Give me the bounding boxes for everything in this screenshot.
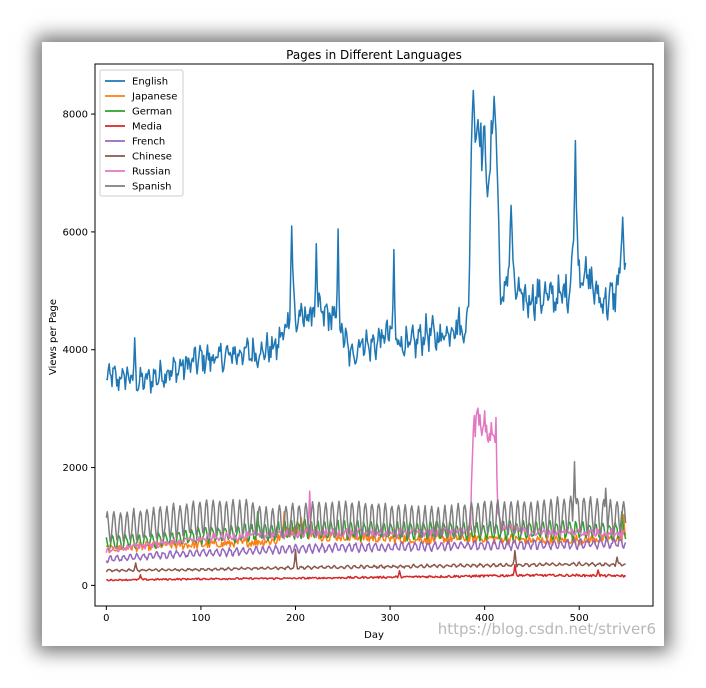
y-tick-label: 4000 [63,345,88,356]
legend: English Japanese German Media French Chinese R… [99,69,184,197]
series-line-german [105,510,627,551]
series-line-media [106,564,627,582]
figure-frame: 0 100 200 300 400 500 0 2000 4000 6000 8000 Pages… [42,42,664,646]
x-tick-label: 0 [103,613,109,624]
x-axis-ticks: 0 100 200 300 400 500 [103,606,589,624]
y-axis-ticks: 0 2000 4000 6000 8000 [63,110,95,592]
legend-label: Media [132,122,162,133]
y-axis-label: Views per Page [48,299,59,375]
watermark: https://blog.csdn.net/striver6 [437,620,656,638]
x-tick-label: 500 [570,613,589,624]
x-axis-label: Day [364,630,384,641]
y-tick-label: 0 [82,581,88,592]
legend-label: Chinese [132,152,172,163]
series-lines [105,89,627,582]
series-line-russian [105,407,626,553]
legend-label: German [132,107,172,118]
legend-label: English [132,77,168,88]
x-tick-label: 200 [286,613,305,624]
series-line-english [105,89,627,394]
y-tick-label: 8000 [63,110,88,121]
x-tick-label: 100 [191,613,210,624]
series-line-french [105,537,627,564]
chart-title: Pages in Different Languages [286,48,462,62]
line-chart: 0 100 200 300 400 500 0 2000 4000 6000 8000 Pages… [48,48,654,641]
legend-label: French [132,137,165,148]
x-tick-label: 400 [475,613,494,624]
legend-label: Russian [132,167,171,178]
legend-label: Spanish [132,182,172,193]
series-line-spanish [105,460,627,543]
legend-box [99,69,184,197]
y-tick-label: 2000 [63,463,88,474]
y-tick-label: 6000 [63,227,88,238]
legend-label: Japanese [131,92,177,103]
x-tick-label: 300 [381,613,400,624]
series-line-chinese [105,548,626,573]
